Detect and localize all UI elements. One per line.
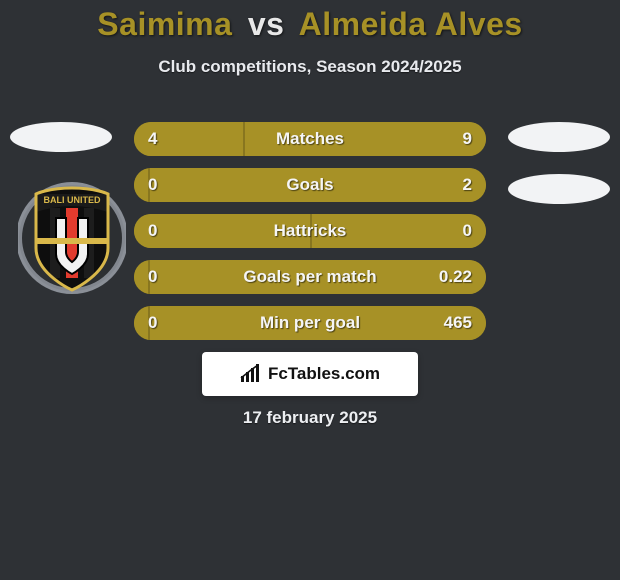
bar-fill-left — [134, 260, 148, 294]
bar-value-left: 0 — [148, 221, 157, 241]
player1-name: Saimima — [97, 6, 232, 42]
crest-svg: BALI UNITED — [18, 178, 126, 298]
comparison-bars: Matches49Goals02Hattricks00Goals per mat… — [134, 122, 486, 352]
bar-row: Goals 0 2 — [134, 168, 486, 202]
bar-row: Hattricks 0 0 — [134, 214, 486, 248]
bar-chart-icon — [240, 364, 262, 384]
crest-text: BALI UNITED — [44, 195, 101, 205]
bar-value-left: 0 — [148, 175, 157, 195]
club-crest: BALI UNITED — [18, 178, 126, 298]
source-logo-text: FcTables.com — [268, 364, 380, 384]
bar-row: Matches 4 9 — [134, 122, 486, 156]
player2-name: Almeida Alves — [299, 6, 523, 42]
bar-value-left: 4 — [148, 129, 157, 149]
bar-label: Goals — [286, 175, 333, 195]
bar-divider — [243, 122, 245, 156]
bar-value-right: 2 — [463, 175, 472, 195]
source-logo-box: FcTables.com — [202, 352, 418, 396]
bar-label: Matches — [276, 129, 344, 149]
vs-word: vs — [248, 6, 285, 42]
bar-label: Hattricks — [274, 221, 347, 241]
page-title: Saimima vs Almeida Alves — [0, 0, 620, 43]
bar-value-right: 465 — [444, 313, 472, 333]
bar-value-left: 0 — [148, 267, 157, 287]
avatar-placeholder-right-2 — [508, 174, 610, 204]
avatar-placeholder-left — [10, 122, 112, 152]
bar-label: Goals per match — [243, 267, 376, 287]
bar-row: Goals per match 0 0.22 — [134, 260, 486, 294]
bar-fill-left — [134, 168, 148, 202]
bar-value-right: 0 — [463, 221, 472, 241]
bar-label: Min per goal — [260, 313, 360, 333]
bar-value-left: 0 — [148, 313, 157, 333]
avatar-placeholder-right-1 — [508, 122, 610, 152]
bar-value-right: 0.22 — [439, 267, 472, 287]
date-text: 17 february 2025 — [0, 408, 620, 428]
bar-value-right: 9 — [463, 129, 472, 149]
subtitle: Club competitions, Season 2024/2025 — [0, 57, 620, 77]
bar-row: Min per goal 0 465 — [134, 306, 486, 340]
bar-fill-left — [134, 306, 148, 340]
